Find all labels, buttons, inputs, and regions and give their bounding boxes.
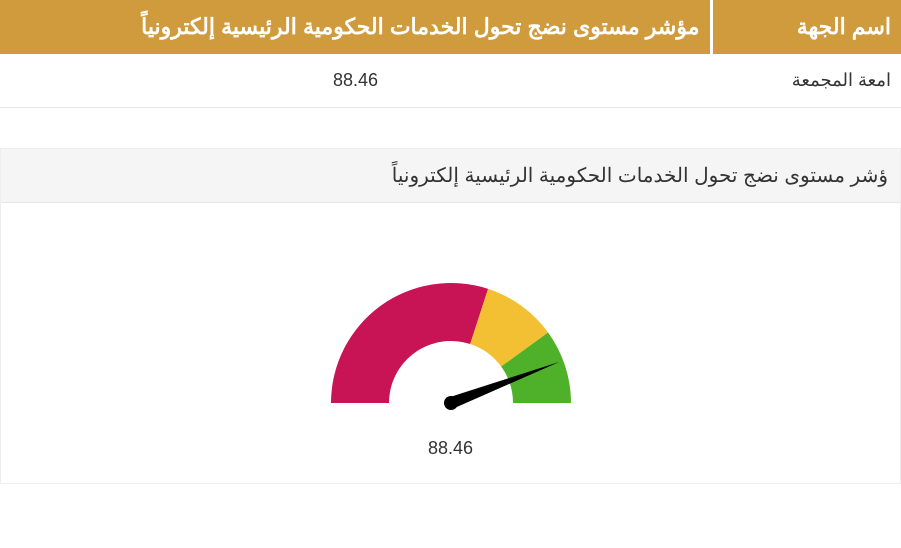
gauge-chart [291, 233, 611, 428]
table-row: امعة المجمعة 88.46 [0, 54, 901, 108]
col-score-header: مؤشر مستوى نضج تحول الخدمات الحكومية الر… [0, 0, 711, 54]
col-entity-header: اسم الجهة [711, 0, 901, 54]
maturity-table: اسم الجهة مؤشر مستوى نضج تحول الخدمات ال… [0, 0, 901, 108]
panel-title: ؤشر مستوى نضج تحول الخدمات الحكومية الرئ… [1, 149, 900, 203]
gauge-value-label: 88.46 [1, 438, 900, 459]
cell-entity: امعة المجمعة [711, 54, 901, 108]
gauge-svg [291, 233, 611, 423]
gauge-panel: ؤشر مستوى نضج تحول الخدمات الحكومية الرئ… [0, 148, 901, 484]
cell-score: 88.46 [0, 54, 711, 108]
